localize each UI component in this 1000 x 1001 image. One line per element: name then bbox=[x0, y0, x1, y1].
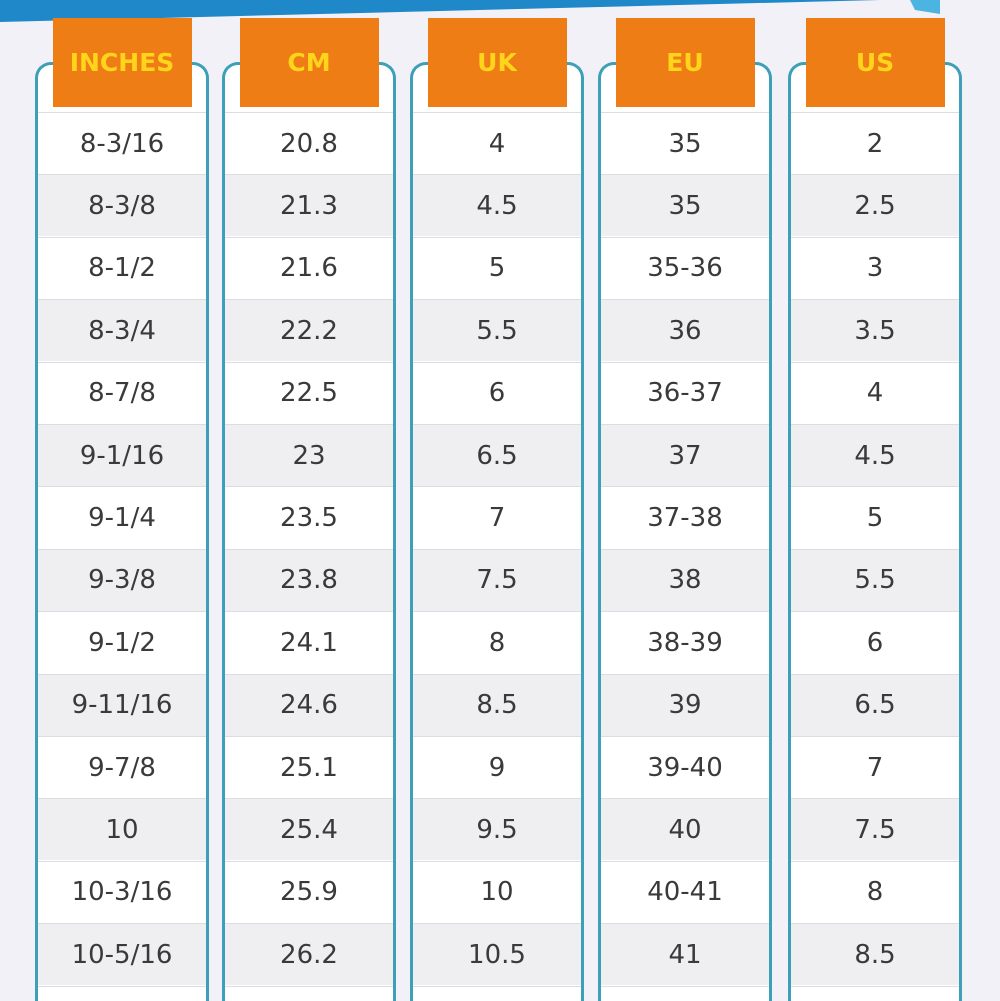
table-cell: 22.5 bbox=[225, 361, 393, 424]
table-cell: 7.5 bbox=[413, 548, 581, 611]
table-cell: 40-41 bbox=[601, 860, 769, 923]
table-cell: 2 bbox=[791, 112, 959, 174]
table-cell: 3 bbox=[791, 236, 959, 299]
table-cell: 6.5 bbox=[791, 673, 959, 736]
table-cell: 7.5 bbox=[791, 798, 959, 861]
table-cell: 4.5 bbox=[791, 424, 959, 486]
top-banner bbox=[0, 0, 940, 22]
table-cell: 5.5 bbox=[413, 299, 581, 362]
table-cell: 9-11/16 bbox=[38, 673, 206, 736]
table-cell: 9-1/4 bbox=[38, 486, 206, 548]
table-cell-partial bbox=[413, 985, 581, 1001]
table-cell: 10 bbox=[38, 798, 206, 861]
table-cell: 8-1/2 bbox=[38, 236, 206, 299]
table-cell: 40 bbox=[601, 798, 769, 861]
table-cell: 21.6 bbox=[225, 236, 393, 299]
table-cell: 38 bbox=[601, 548, 769, 611]
table-cell: 10 bbox=[413, 860, 581, 923]
table-cell: 23.8 bbox=[225, 548, 393, 611]
table-cell: 8-7/8 bbox=[38, 361, 206, 424]
table-cell: 23.5 bbox=[225, 486, 393, 548]
banner-accent bbox=[910, 0, 940, 14]
table-cell: 3.5 bbox=[791, 299, 959, 362]
table-cell: 35 bbox=[601, 174, 769, 237]
table-cell: 10-3/16 bbox=[38, 860, 206, 923]
table-cell: 22.2 bbox=[225, 299, 393, 362]
table-cell-partial bbox=[601, 985, 769, 1001]
table-cell: 26.2 bbox=[225, 923, 393, 986]
table-cell: 9-1/16 bbox=[38, 424, 206, 486]
table-cell: 7 bbox=[413, 486, 581, 548]
table-cell-partial bbox=[38, 985, 206, 1001]
column-header: US bbox=[805, 18, 945, 107]
table-cell: 25.4 bbox=[225, 798, 393, 861]
table-column: 35 35 35-36 36 36-37 37 37-38 38 38-39 39 39-40 40 4… bbox=[598, 62, 772, 1001]
table-cell: 35-36 bbox=[601, 236, 769, 299]
table-cell: 6 bbox=[413, 361, 581, 424]
column-header: INCHES bbox=[52, 18, 192, 107]
table-cell: 36-37 bbox=[601, 361, 769, 424]
table-cell: 39 bbox=[601, 673, 769, 736]
table-cell: 25.9 bbox=[225, 860, 393, 923]
table-cell-partial bbox=[225, 985, 393, 1001]
table-cell: 36 bbox=[601, 299, 769, 362]
table-column: 4 4.5 5 5.5 6 6.5 7 7.5 8 8.5 9 9.5 10 10.5 bbox=[410, 62, 584, 1001]
table-cell: 2.5 bbox=[791, 174, 959, 237]
table-cell: 21.3 bbox=[225, 174, 393, 237]
table-cell: 5.5 bbox=[791, 548, 959, 611]
table-cell: 8-3/8 bbox=[38, 174, 206, 237]
table-cell: 9-1/2 bbox=[38, 611, 206, 673]
table-cell: 9-7/8 bbox=[38, 736, 206, 798]
table-cell: 24.6 bbox=[225, 673, 393, 736]
table-column: 2 2.5 3 3.5 4 4.5 5 5.5 6 6.5 7 7.5 8 8.5 bbox=[788, 62, 962, 1001]
table-cell: 4 bbox=[791, 361, 959, 424]
table-cell: 8-3/16 bbox=[38, 112, 206, 174]
table-cell: 8 bbox=[791, 860, 959, 923]
banner-stripe bbox=[0, 0, 880, 22]
table-column: 20.8 21.3 21.6 22.2 22.5 23 23.5 23.8 24.1 24.6 25… bbox=[222, 62, 396, 1001]
table-cell: 20.8 bbox=[225, 112, 393, 174]
table-cell: 38-39 bbox=[601, 611, 769, 673]
table-cell: 5 bbox=[791, 486, 959, 548]
table-cell: 9 bbox=[413, 736, 581, 798]
table-cell: 9-3/8 bbox=[38, 548, 206, 611]
table-cell: 35 bbox=[601, 112, 769, 174]
table-cell: 25.1 bbox=[225, 736, 393, 798]
column-header: EU bbox=[615, 18, 755, 107]
table-cell: 41 bbox=[601, 923, 769, 986]
table-cell-partial bbox=[791, 985, 959, 1001]
table-cell: 10.5 bbox=[413, 923, 581, 986]
table-cell: 8.5 bbox=[791, 923, 959, 986]
table-cell: 9.5 bbox=[413, 798, 581, 861]
table-cell: 8-3/4 bbox=[38, 299, 206, 362]
table-cell: 8.5 bbox=[413, 673, 581, 736]
table-cell: 6 bbox=[791, 611, 959, 673]
table-cell: 37 bbox=[601, 424, 769, 486]
table-cell: 5 bbox=[413, 236, 581, 299]
table-cell: 10-5/16 bbox=[38, 923, 206, 986]
table-cell: 4.5 bbox=[413, 174, 581, 237]
table-cell: 23 bbox=[225, 424, 393, 486]
table-cell: 4 bbox=[413, 112, 581, 174]
table-cell: 8 bbox=[413, 611, 581, 673]
table-cell: 24.1 bbox=[225, 611, 393, 673]
table-column: 8-3/16 8-3/8 8-1/2 8-3/4 8-7/8 9-1/16 9-1/4 9-3… bbox=[35, 62, 209, 1001]
table-cell: 37-38 bbox=[601, 486, 769, 548]
table-cell: 39-40 bbox=[601, 736, 769, 798]
column-header: CM bbox=[239, 18, 379, 107]
table-cell: 7 bbox=[791, 736, 959, 798]
column-header: UK bbox=[427, 18, 567, 107]
table-cell: 6.5 bbox=[413, 424, 581, 486]
